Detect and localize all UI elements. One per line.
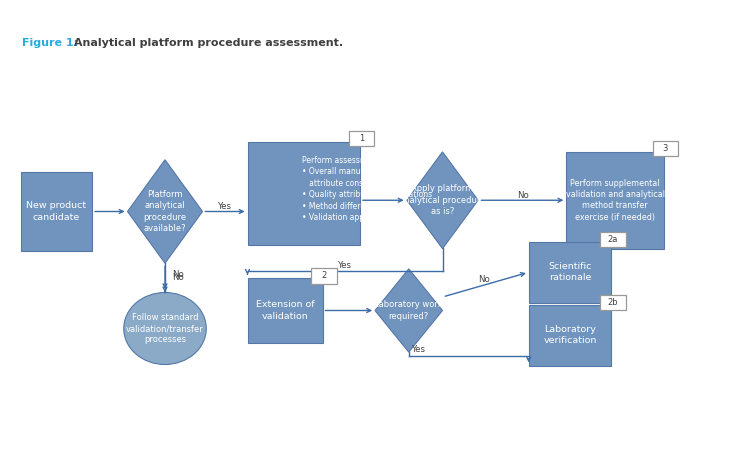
Text: Extension of
validation: Extension of validation [256, 300, 314, 321]
Ellipse shape [124, 292, 206, 364]
FancyBboxPatch shape [652, 141, 678, 156]
FancyBboxPatch shape [600, 295, 625, 310]
FancyBboxPatch shape [248, 278, 322, 343]
Text: Analytical platform procedure assessment.: Analytical platform procedure assessment… [70, 38, 344, 48]
Text: Laboratory
verification: Laboratory verification [543, 325, 597, 346]
FancyBboxPatch shape [529, 305, 611, 365]
Text: 2a: 2a [608, 235, 618, 244]
FancyBboxPatch shape [20, 172, 92, 251]
Text: Perform supplemental
validation and analytical
method transfer
exercise (if need: Perform supplemental validation and anal… [566, 179, 664, 222]
Text: Perform assessment of:
• Overall manufacturing and
   attribute considerations
•: Perform assessment of: • Overall manufac… [302, 156, 432, 222]
Polygon shape [128, 160, 202, 263]
Text: Yes: Yes [218, 202, 232, 211]
Text: Scientific
rationale: Scientific rationale [548, 262, 592, 283]
Text: Yes: Yes [412, 345, 425, 354]
Text: 3: 3 [662, 144, 668, 153]
Text: No: No [478, 274, 490, 284]
Text: Platform
analytical
procedure
available?: Platform analytical procedure available? [143, 190, 187, 233]
Polygon shape [406, 152, 478, 248]
FancyBboxPatch shape [349, 131, 374, 146]
Text: 1: 1 [358, 134, 364, 143]
FancyBboxPatch shape [529, 242, 611, 302]
FancyBboxPatch shape [311, 268, 337, 284]
Text: Laboratory work
required?: Laboratory work required? [374, 300, 443, 321]
Polygon shape [375, 269, 442, 352]
FancyBboxPatch shape [600, 232, 625, 247]
Text: 2b: 2b [608, 298, 618, 307]
Text: 2: 2 [321, 271, 327, 280]
Text: New product
candidate: New product candidate [26, 201, 86, 222]
Text: No: No [172, 273, 184, 282]
FancyBboxPatch shape [248, 142, 360, 245]
Text: Follow standard
validation/transfer
processes: Follow standard validation/transfer proc… [126, 313, 204, 344]
Text: Figure 1:: Figure 1: [22, 38, 79, 48]
FancyBboxPatch shape [566, 152, 664, 248]
Text: Apply platform
analytical procedure
as is?: Apply platform analytical procedure as i… [399, 184, 486, 216]
Text: Yes: Yes [338, 261, 352, 270]
Text: No: No [172, 270, 184, 279]
Text: No: No [517, 191, 529, 200]
